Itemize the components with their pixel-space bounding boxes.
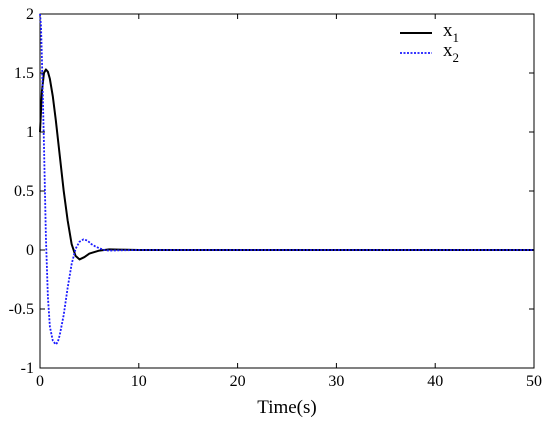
legend-label: x2 (443, 40, 459, 65)
y-tick-label: -1 (21, 360, 34, 377)
legend-label-subscript: 2 (453, 50, 460, 65)
axis-tick-labels: 0 10 20 30 40 50 -1 -0.5 0 0.5 1 1.5 2 (9, 6, 542, 390)
x-tick-label: 0 (36, 373, 44, 390)
legend-label-name: x (443, 20, 453, 41)
x-tick-label: 40 (427, 373, 443, 390)
x-tick-label: 20 (230, 373, 246, 390)
y-tick-label: -0.5 (9, 301, 34, 318)
series-layer (39, 13, 534, 346)
y-tick-label: 1 (26, 124, 34, 141)
x-tick-label: 50 (526, 373, 542, 390)
legend-label-name: x (443, 40, 453, 61)
legend-label-subscript: 1 (453, 30, 460, 45)
y-tick-label: 2 (26, 6, 34, 23)
x-tick-label: 10 (131, 373, 147, 390)
x-tick-label: 30 (328, 373, 344, 390)
plot-area-frame (39, 13, 535, 369)
y-tick-label: 0.5 (14, 183, 34, 200)
y-tick-label: 1.5 (14, 65, 34, 82)
x-axis-title: Time(s) (257, 397, 316, 418)
series-line-x2 (39, 13, 534, 346)
y-tick-label: 0 (26, 242, 34, 259)
legend-label: x1 (443, 20, 459, 45)
